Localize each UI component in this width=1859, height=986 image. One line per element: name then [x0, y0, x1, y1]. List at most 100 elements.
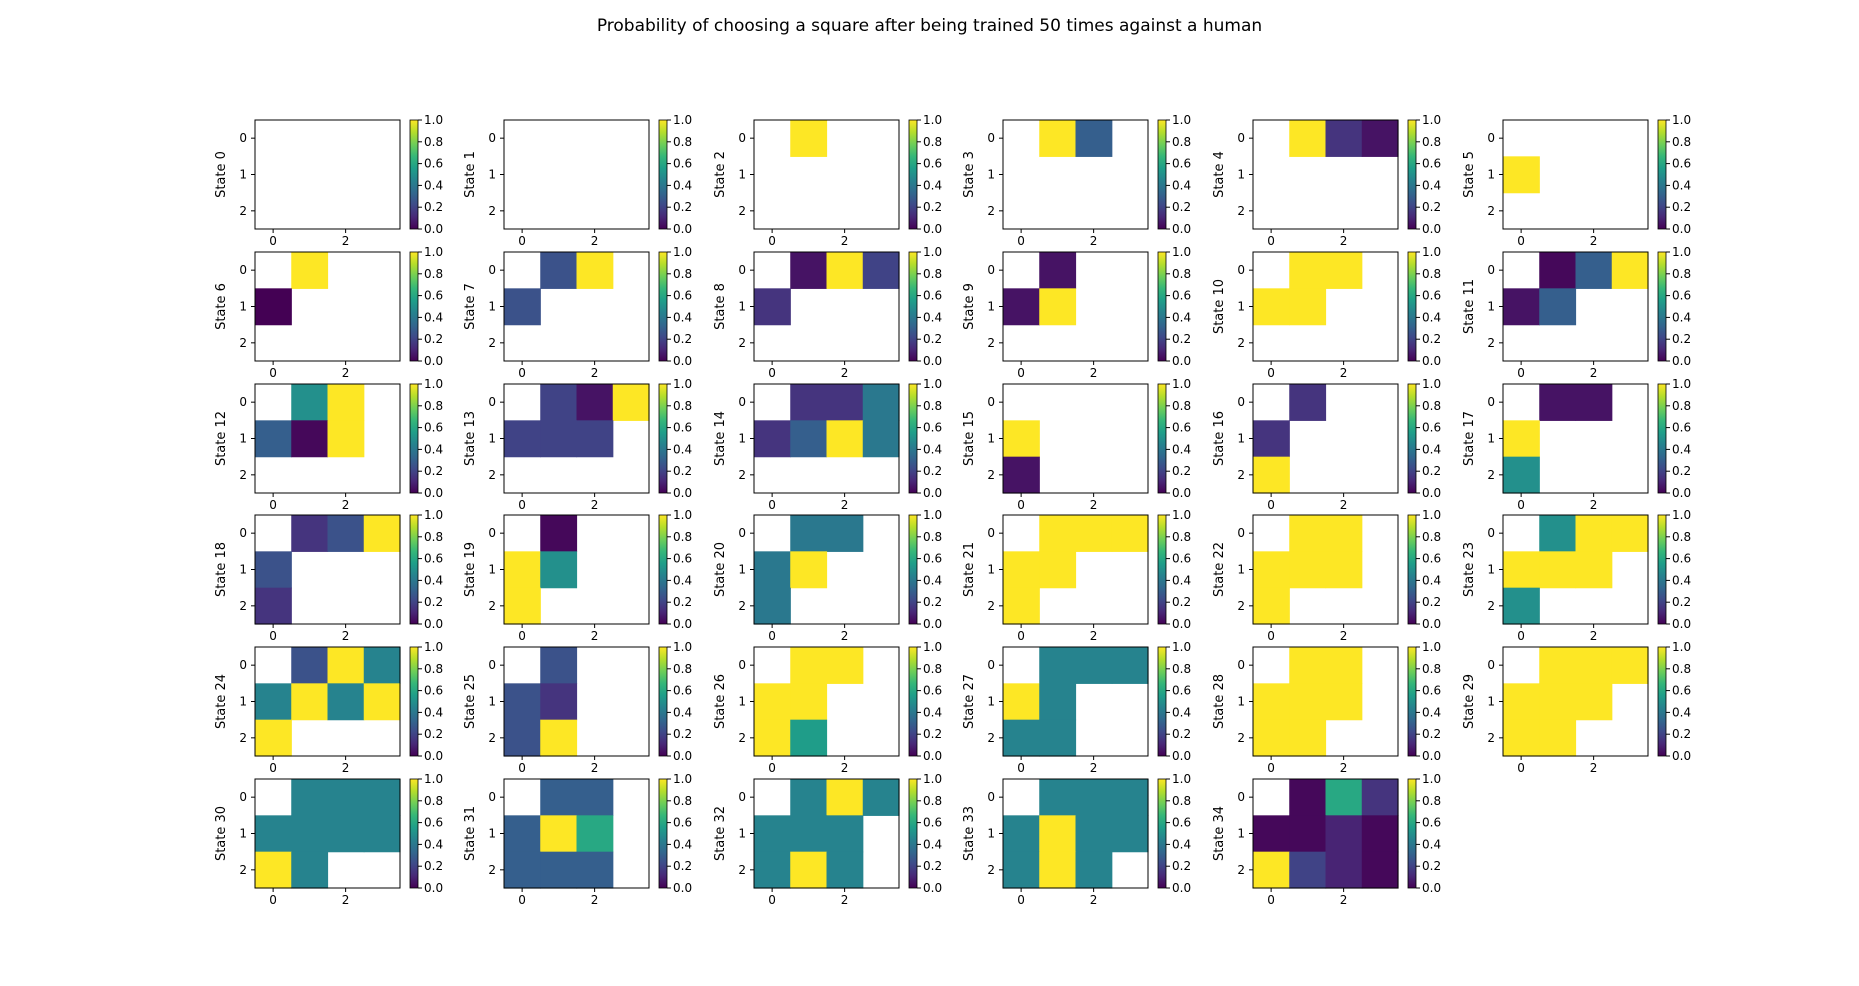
colorbar-tick-label: 0.6 — [1672, 684, 1691, 698]
y-tick-label: 1 — [987, 827, 995, 841]
y-tick-label: 0 — [488, 526, 496, 540]
colorbar — [409, 646, 419, 757]
colorbar — [908, 119, 918, 230]
colorbar-tick-label: 0.6 — [673, 684, 692, 698]
y-tick-label: 2 — [1237, 336, 1245, 350]
heatmap-cell — [1361, 815, 1399, 853]
heatmap-cell — [1575, 515, 1613, 552]
heatmap-cell — [826, 384, 864, 421]
colorbar-tick-label: 0.0 — [1672, 354, 1691, 368]
y-tick-label: 2 — [738, 731, 746, 745]
heatmap-panel: 0 1 2 0 2 State 22 0.0 0.2 0.4 0.6 0.8 1.0 — [1212, 508, 1441, 643]
colorbar — [1657, 251, 1667, 362]
y-tick-label: 1 — [1487, 563, 1495, 577]
state-axis-label: State 16 — [1212, 411, 1227, 466]
y-tick-label: 1 — [1487, 300, 1495, 314]
colorbar-tick-label: 0.4 — [673, 442, 692, 456]
colorbar-tick-label: 0.2 — [1422, 727, 1441, 741]
state-axis-label: State 11 — [1462, 279, 1477, 334]
heatmap-cell — [255, 288, 292, 326]
colorbar-tick-label: 0.6 — [923, 421, 942, 435]
x-tick-label: 2 — [1590, 498, 1598, 512]
colorbar-tick-label: 0.6 — [673, 552, 692, 566]
state-axis-label: State 32 — [713, 806, 728, 861]
heatmap-cell — [1289, 252, 1327, 289]
colorbar-tick-label: 0.4 — [923, 178, 942, 192]
heatmap-cell — [1325, 252, 1363, 289]
heatmap-cell — [504, 288, 541, 326]
colorbar-tick-label: 0.4 — [424, 705, 443, 719]
colorbar-tick-label: 1.0 — [1172, 772, 1191, 786]
y-tick-label: 2 — [987, 863, 995, 877]
heatmap-cell — [826, 815, 864, 853]
colorbar-tick-label: 0.0 — [1422, 354, 1441, 368]
colorbar-tick-label: 0.2 — [923, 332, 942, 346]
colorbar-tick-label: 0.2 — [424, 595, 443, 609]
colorbar-tick-label: 0.4 — [1672, 442, 1691, 456]
colorbar — [409, 514, 419, 625]
y-tick-label: 2 — [738, 863, 746, 877]
colorbar-tick-label: 0.2 — [1422, 859, 1441, 873]
heatmap-cell — [1111, 515, 1149, 552]
heatmap-cell — [1075, 815, 1113, 853]
colorbar — [1157, 778, 1167, 889]
y-tick-label: 1 — [738, 300, 746, 314]
heatmap-cell — [754, 551, 791, 589]
y-tick-label: 2 — [239, 731, 247, 745]
x-tick-label: 2 — [1590, 234, 1598, 248]
heatmap-cell — [1503, 683, 1540, 721]
colorbar-tick-label: 0.0 — [424, 222, 443, 236]
colorbar-tick-label: 1.0 — [1672, 245, 1691, 259]
heatmap-cell — [790, 515, 828, 552]
heatmap-cell — [754, 420, 791, 458]
y-tick-label: 0 — [239, 526, 247, 540]
x-tick-label: 2 — [1090, 893, 1098, 907]
y-tick-label: 1 — [1487, 432, 1495, 446]
y-tick-label: 2 — [239, 204, 247, 218]
heatmap-cell — [1611, 252, 1649, 289]
colorbar-tick-label: 0.4 — [1422, 442, 1441, 456]
colorbar-tick-label: 0.6 — [673, 816, 692, 830]
colorbar-tick-label: 0.4 — [1672, 178, 1691, 192]
colorbar-tick-label: 0.4 — [424, 573, 443, 587]
heatmap-cell — [826, 420, 864, 458]
colorbar-tick-label: 1.0 — [424, 245, 443, 259]
colorbar-tick-label: 0.8 — [1172, 794, 1191, 808]
colorbar-tick-label: 0.6 — [1672, 421, 1691, 435]
colorbar-tick-label: 0.4 — [1172, 837, 1191, 851]
colorbar-tick-label: 0.6 — [1422, 421, 1441, 435]
heatmap-cell — [1539, 288, 1577, 326]
heatmap-cell — [255, 683, 292, 721]
y-tick-label: 2 — [488, 336, 496, 350]
x-tick-label: 2 — [1590, 761, 1598, 775]
heatmap-panel: 0 1 2 0 2 State 19 0.0 0.2 0.4 0.6 0.8 1.0 — [463, 508, 692, 643]
heatmap-cell — [790, 420, 828, 458]
colorbar-tick-label: 1.0 — [1422, 245, 1441, 259]
colorbar-tick-label: 0.8 — [1422, 399, 1441, 413]
colorbar-tick-label: 1.0 — [1172, 377, 1191, 391]
y-tick-label: 0 — [488, 263, 496, 277]
heatmap-cell — [1539, 647, 1577, 684]
colorbar-tick-label: 1.0 — [1172, 113, 1191, 127]
colorbar-tick-label: 0.2 — [1422, 332, 1441, 346]
colorbar-tick-label: 0.8 — [923, 135, 942, 149]
state-axis-label: State 31 — [463, 806, 478, 861]
heatmap-cell — [1253, 587, 1290, 625]
heatmap-cell — [327, 420, 365, 458]
y-tick-label: 2 — [1237, 468, 1245, 482]
colorbar-tick-label: 1.0 — [923, 772, 942, 786]
heatmap-panel: 0 1 2 0 2 State 20 0.0 0.2 0.4 0.6 0.8 1.0 — [713, 508, 942, 643]
y-tick-label: 1 — [738, 827, 746, 841]
heatmap-panel: 0 1 2 0 2 State 34 0.0 0.2 0.4 0.6 0.8 1.0 — [1212, 772, 1441, 907]
colorbar-tick-label: 0.8 — [424, 530, 443, 544]
colorbar-tick-label: 0.2 — [1672, 200, 1691, 214]
heatmap-panel: 0 1 2 0 2 State 25 0.0 0.2 0.4 0.6 0.8 1.0 — [463, 640, 692, 775]
colorbar-tick-label: 0.6 — [1172, 421, 1191, 435]
heatmap-panel: 0 1 2 0 2 State 30 0.0 0.2 0.4 0.6 0.8 1.0 — [214, 772, 443, 907]
y-tick-label: 1 — [1237, 432, 1245, 446]
heatmap-cell — [1253, 851, 1290, 889]
heatmap-cell — [291, 384, 329, 421]
x-tick-label: 2 — [841, 761, 849, 775]
colorbar — [1407, 646, 1417, 757]
colorbar-tick-label: 1.0 — [1422, 508, 1441, 522]
